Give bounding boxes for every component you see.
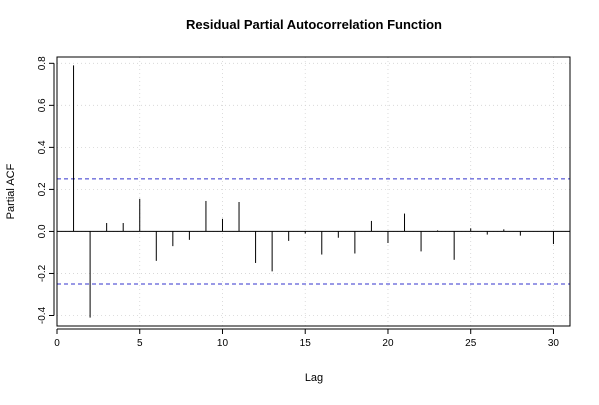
- y-tick-label: 0.8: [37, 56, 48, 70]
- x-tick-label: 0: [54, 338, 60, 349]
- x-axis: 0 5 10 15 20 25 30: [54, 328, 560, 349]
- y-tick-label: -0.2: [37, 264, 48, 282]
- y-tick-label: 0.4: [37, 140, 48, 154]
- grid-layer: [56, 57, 570, 326]
- x-tick-label: 30: [548, 338, 560, 349]
- y-tick-label: 0.0: [37, 224, 48, 238]
- y-tick-label: 0.2: [37, 182, 48, 196]
- x-axis-label: Lag: [305, 372, 323, 384]
- y-axis: -0.4 -0.2 0.0 0.2 0.4 0.6 0.8: [37, 56, 55, 324]
- y-tick-label: 0.6: [37, 98, 48, 112]
- y-axis-label: Partial ACF: [5, 163, 17, 219]
- x-tick-label: 25: [465, 338, 477, 349]
- x-tick-label: 10: [217, 338, 229, 349]
- plot-frame: [56, 56, 571, 327]
- chart-title: Residual Partial Autocorrelation Functio…: [186, 17, 442, 32]
- x-tick-label: 15: [300, 338, 312, 349]
- y-tick-label: -0.4: [37, 306, 48, 324]
- x-tick-label: 5: [137, 338, 143, 349]
- x-tick-label: 20: [382, 338, 394, 349]
- confidence-band-layer: [57, 178, 570, 285]
- bar-layer: [57, 65, 570, 318]
